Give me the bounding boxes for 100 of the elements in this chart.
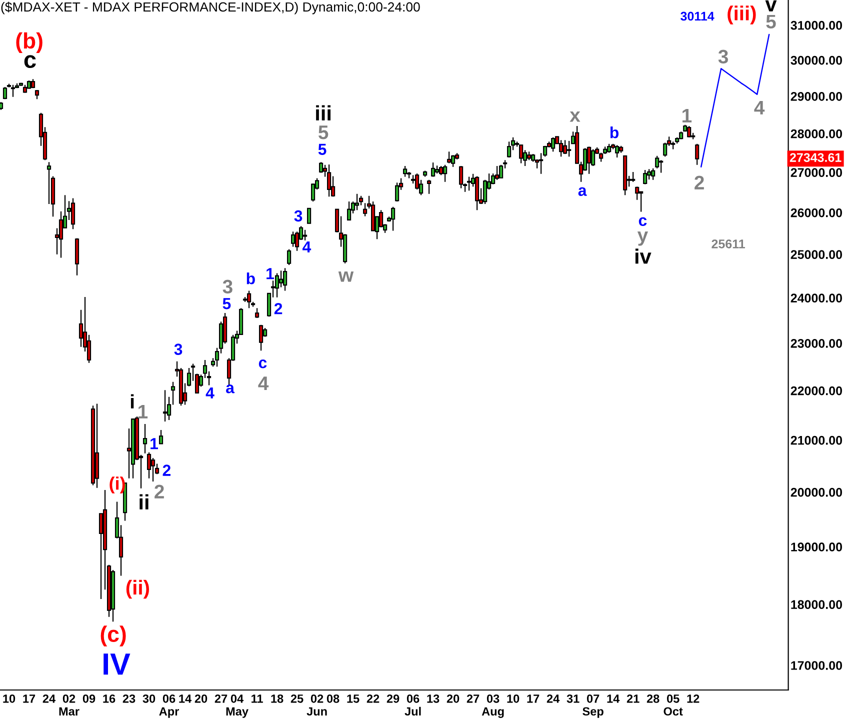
x-tick-label: 25: [290, 694, 304, 703]
candlestick: [695, 143, 700, 166]
annotation: 1: [266, 268, 274, 280]
annotation: 2: [154, 484, 164, 498]
candlestick: [551, 136, 556, 152]
x-tick-label: 27: [214, 694, 228, 703]
line-series: [700, 34, 770, 168]
x-tick-label: 06 Apr: [159, 694, 180, 718]
x-tick-label: 16: [103, 694, 116, 703]
x-tick-label: 05 Oct: [664, 694, 683, 716]
annotation: c: [24, 55, 36, 68]
annotation: 1: [150, 438, 158, 450]
x-tick-label: 04 May: [226, 694, 248, 718]
x-tick-label: 13: [427, 694, 440, 703]
y-tick-label: 27000.00: [790, 168, 842, 177]
candlestick: [587, 146, 592, 174]
candlestick: [283, 268, 288, 292]
candlestick: [607, 143, 612, 154]
candlestick: [447, 151, 452, 164]
x-tick-label: 09: [82, 694, 96, 703]
candlestick: [311, 182, 316, 202]
candlestick: [94, 403, 100, 488]
candlestick: [275, 272, 280, 298]
candlestick: [687, 125, 692, 138]
annotation: iv: [635, 248, 652, 264]
y-tick-label: 23000.00: [790, 338, 842, 348]
annotation: y: [637, 231, 648, 246]
annotation: 3: [222, 280, 232, 294]
y-tick-label: 26000.00: [790, 208, 842, 218]
x-tick-label: 03 Aug: [482, 694, 504, 718]
annotation: IV: [104, 654, 130, 675]
annotation: v: [765, 0, 777, 12]
annotation: ii: [140, 494, 148, 510]
y-tick-label: 17000.00: [791, 661, 842, 670]
annotation: (i): [110, 476, 125, 494]
annotation: (ii): [126, 580, 149, 599]
annotation: a: [578, 187, 587, 196]
candlestick: [142, 423, 148, 454]
x-tick-label: 02 Jun: [306, 694, 327, 716]
candlestick: [519, 144, 524, 164]
candlestick: [158, 429, 164, 445]
x-tick-label: 20: [446, 694, 460, 703]
y-tick-label: 22000.00: [790, 386, 842, 396]
candlestick: [639, 190, 644, 212]
x-tick-label: 29: [386, 694, 400, 703]
y-tick-label: 18000.00: [791, 600, 842, 610]
candlestick: [651, 168, 656, 180]
annotation: i: [130, 394, 134, 408]
candlestick: [303, 229, 308, 241]
annotation: 3: [294, 210, 302, 222]
annotation: 30114: [680, 12, 714, 21]
candlestick: [26, 80, 32, 90]
annotation: (iii): [728, 6, 756, 24]
candlestick: [423, 170, 428, 178]
annotation: 2: [162, 464, 170, 476]
annotation: 4: [206, 387, 214, 398]
annotation: 5: [766, 14, 776, 29]
candlestick: [162, 390, 168, 422]
x-tick-label: 21: [626, 694, 640, 703]
candlestick: [647, 168, 652, 180]
x-tick-label: 02 Mar: [59, 694, 80, 716]
candlestick: [291, 231, 296, 248]
x-tick-label: 07 Sep: [582, 694, 604, 718]
x-tick-label: 12: [687, 694, 700, 703]
y-tick-label: 24000.00: [790, 294, 842, 302]
annotation: 5: [222, 298, 231, 310]
annotation: iii: [316, 105, 331, 120]
y-tick-label: 29000.00: [790, 92, 842, 101]
x-tick-label: 08: [326, 694, 340, 703]
x-tick-label: 27: [466, 694, 480, 703]
x-tick-label: 14: [607, 694, 620, 703]
annotation: 5: [318, 144, 326, 155]
candlestick: [327, 164, 332, 198]
chart-title: ($MDAX-XET - MDAX PERFORMANCE-INDEX,D) Dynamic,0:00-24:00: [1, 2, 420, 14]
annotation: (b): [16, 32, 42, 54]
candlestick: [559, 140, 564, 158]
candlestick: [391, 206, 396, 232]
candlestick: [30, 78, 36, 89]
x-tick-label: 24: [42, 694, 56, 703]
candlestick: [10, 84, 16, 98]
annotation: 1: [138, 404, 148, 418]
candlestick: [2, 86, 8, 100]
text: 27343.61: [790, 153, 842, 162]
y-tick-label: 19000.00: [791, 542, 842, 552]
candlestick: [146, 452, 152, 479]
candlestick: [659, 160, 664, 174]
x-tick-label: 17: [23, 694, 36, 703]
annotation: 1: [682, 108, 692, 122]
y-tick-label: 30000.00: [790, 56, 842, 65]
candlestick: [507, 141, 512, 158]
y-tick-label: 21000.00: [790, 436, 842, 445]
candlestick: [355, 193, 360, 211]
annotation: 5: [318, 126, 328, 140]
candlestick: [74, 238, 80, 276]
annotation: w: [338, 271, 354, 282]
candlestick: [246, 290, 252, 309]
y-tick-label: 25000.00: [790, 250, 842, 259]
annotation: 25611: [712, 240, 745, 248]
annotation: (c): [100, 626, 126, 646]
y-tick-label: 31000.00: [790, 20, 842, 30]
